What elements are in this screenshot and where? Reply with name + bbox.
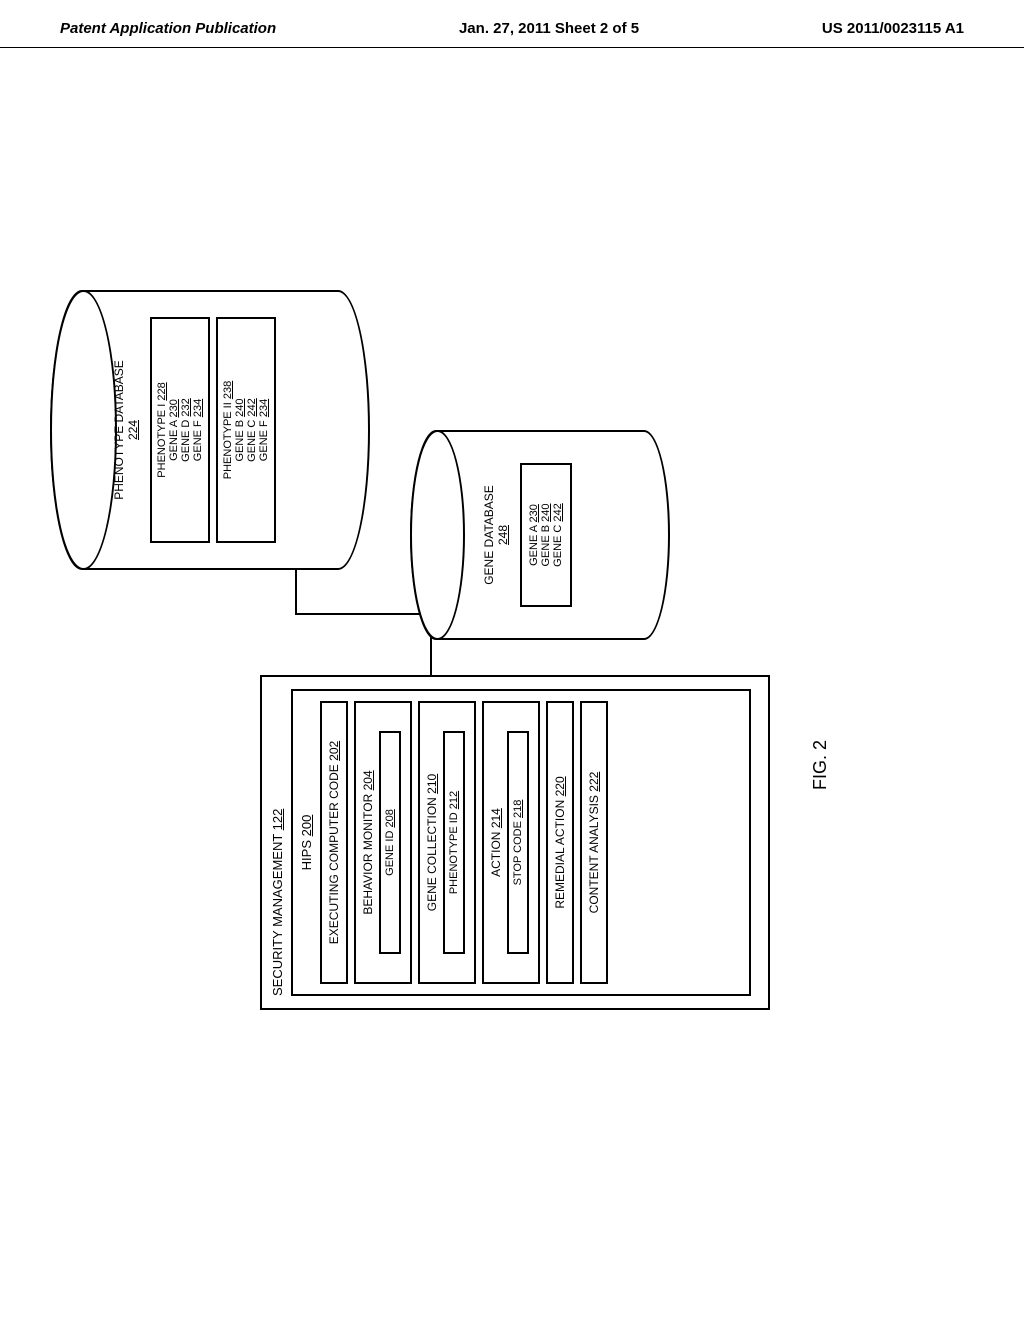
phenotype-id-box: PHENOTYPE ID 212 <box>443 731 465 955</box>
phenotype-2-box: PHENOTYPE II 238 GENE B 240 GENE C 242 G… <box>216 317 276 543</box>
connector-junction-vertical <box>295 613 430 615</box>
hips-box: HIPS 200 EXECUTING COMPUTER CODE 202 BEH… <box>291 689 751 996</box>
security-management-title: SECURITY MANAGEMENT 122 <box>270 689 285 996</box>
header-left: Patent Application Publication <box>60 20 276 37</box>
header-center: Jan. 27, 2011 Sheet 2 of 5 <box>459 20 639 37</box>
gene-collection-box: GENE COLLECTION 210 PHENOTYPE ID 212 <box>418 701 476 984</box>
stop-code-box: STOP CODE 218 <box>507 731 529 955</box>
gene-db-title: GENE DATABASE248 <box>482 432 510 638</box>
executing-code-box: EXECUTING COMPUTER CODE 202 <box>320 701 348 984</box>
figure-label: FIG. 2 <box>810 740 831 790</box>
gene-id-box: GENE ID 208 <box>379 731 401 955</box>
phenotype-db-title: PHENOTYPE DATABASE224 <box>112 292 140 568</box>
remedial-action-box: REMEDIAL ACTION 220 <box>546 701 574 984</box>
hips-title: HIPS 200 <box>299 701 314 984</box>
action-box: ACTION 214 STOP CODE 218 <box>482 701 540 984</box>
phenotype-database-cylinder: PHENOTYPE DATABASE224 PHENOTYPE I 228 GE… <box>50 290 370 570</box>
page-header: Patent Application Publication Jan. 27, … <box>0 0 1024 48</box>
behavior-monitor-box: BEHAVIOR MONITOR 204 GENE ID 208 <box>354 701 412 984</box>
gene-database-cylinder: GENE DATABASE248 GENE A 230 GENE B 240 G… <box>410 430 670 640</box>
content-analysis-box: CONTENT ANALYSIS 222 <box>580 701 608 984</box>
gene-list-box: GENE A 230 GENE B 240 GENE C 242 <box>520 463 572 607</box>
header-right: US 2011/0023115 A1 <box>822 20 964 37</box>
phenotype-1-box: PHENOTYPE I 228 GENE A 230 GENE D 232 GE… <box>150 317 210 543</box>
diagram: SECURITY MANAGEMENT 122 HIPS 200 EXECUTI… <box>50 290 950 1010</box>
connector-to-phenotype-db <box>295 567 297 615</box>
security-management-box: SECURITY MANAGEMENT 122 HIPS 200 EXECUTI… <box>260 675 770 1010</box>
